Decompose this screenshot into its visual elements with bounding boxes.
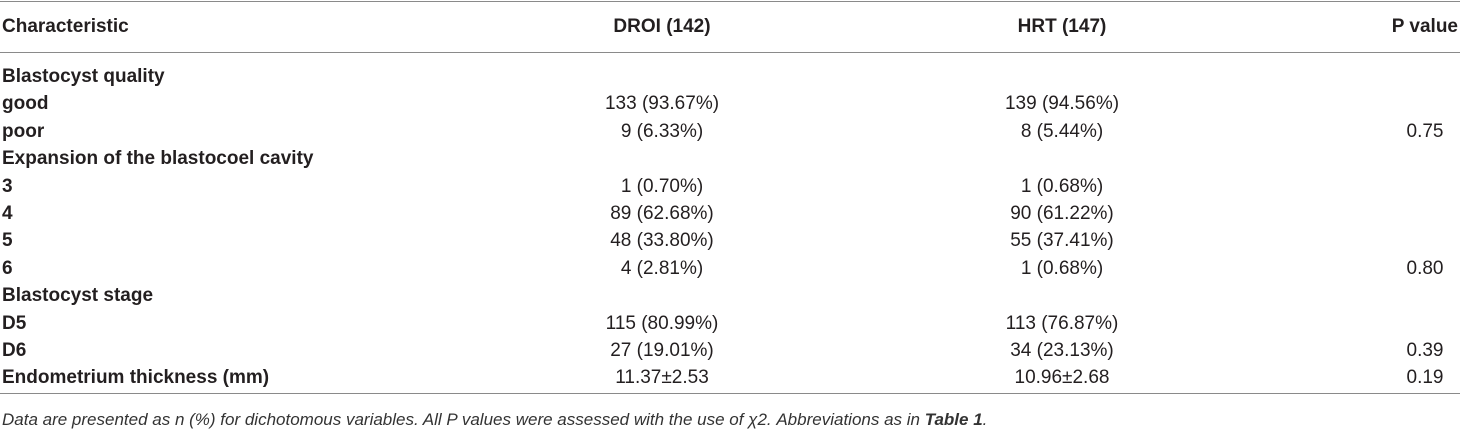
row-label: 4 xyxy=(2,203,13,224)
header-cell: P value xyxy=(1391,16,1458,37)
cell: 113 (76.87%) xyxy=(1005,312,1119,334)
row-label: 5 xyxy=(2,230,13,252)
cell: 55 (37.41%) xyxy=(1010,230,1114,252)
row-label: 3 xyxy=(2,175,13,197)
cell: 11.37±2.53 xyxy=(615,367,709,389)
row-label: Blastocyst quality xyxy=(2,66,165,87)
cell: 0.19 xyxy=(1406,367,1444,389)
cell: 0.75 xyxy=(1406,120,1444,142)
cell: 1 (0.68%) xyxy=(1020,257,1104,279)
cell: 10.96±2.68 xyxy=(1014,367,1110,389)
cell: 1 (0.70%) xyxy=(620,175,704,197)
row-label: Blastocyst stage xyxy=(2,285,154,307)
row-label: D5 xyxy=(2,312,27,334)
row-label: good xyxy=(2,93,49,115)
row-label: Endometrium thickness (mm) xyxy=(2,367,270,389)
cell: 34 (23.13%) xyxy=(1010,340,1114,361)
cell: 48 (33.80%) xyxy=(610,230,714,252)
cell: 1 (0.68%) xyxy=(1020,175,1104,197)
cell: 27 (19.01%) xyxy=(610,340,714,361)
header-cell: Characteristic xyxy=(2,16,129,37)
header-rule xyxy=(0,52,1460,53)
cell: 139 (94.56%) xyxy=(1004,93,1120,115)
cell: 0.39 xyxy=(1406,340,1444,361)
row-label: D6 xyxy=(2,340,27,361)
footnote-text: . xyxy=(982,410,988,429)
row-label: poor xyxy=(2,120,45,142)
cell: 115 (80.99%) xyxy=(605,312,719,334)
header-cell: DROI (142) xyxy=(613,16,711,37)
bottom-rule xyxy=(0,393,1460,394)
cell: 89 (62.68%) xyxy=(610,203,714,224)
cell: 8 (5.44%) xyxy=(1020,120,1104,142)
footnote: Data are presented as n (%) for dichotom… xyxy=(2,410,987,430)
cell: 4 (2.81%) xyxy=(620,257,704,279)
footnote-ref: Table 1 xyxy=(924,410,983,429)
cell: 133 (93.67%) xyxy=(604,93,720,115)
cell: 0.80 xyxy=(1406,257,1444,279)
cell: 9 (6.33%) xyxy=(620,120,704,142)
row-label: Expansion of the blastocoel cavity xyxy=(2,148,314,170)
row-label: 6 xyxy=(2,257,13,279)
top-rule xyxy=(0,1,1460,2)
cell: 90 (61.22%) xyxy=(1010,203,1114,224)
footnote-text: Data are presented as n (%) for dichotom… xyxy=(2,410,925,429)
header-cell: HRT (147) xyxy=(1017,16,1107,37)
